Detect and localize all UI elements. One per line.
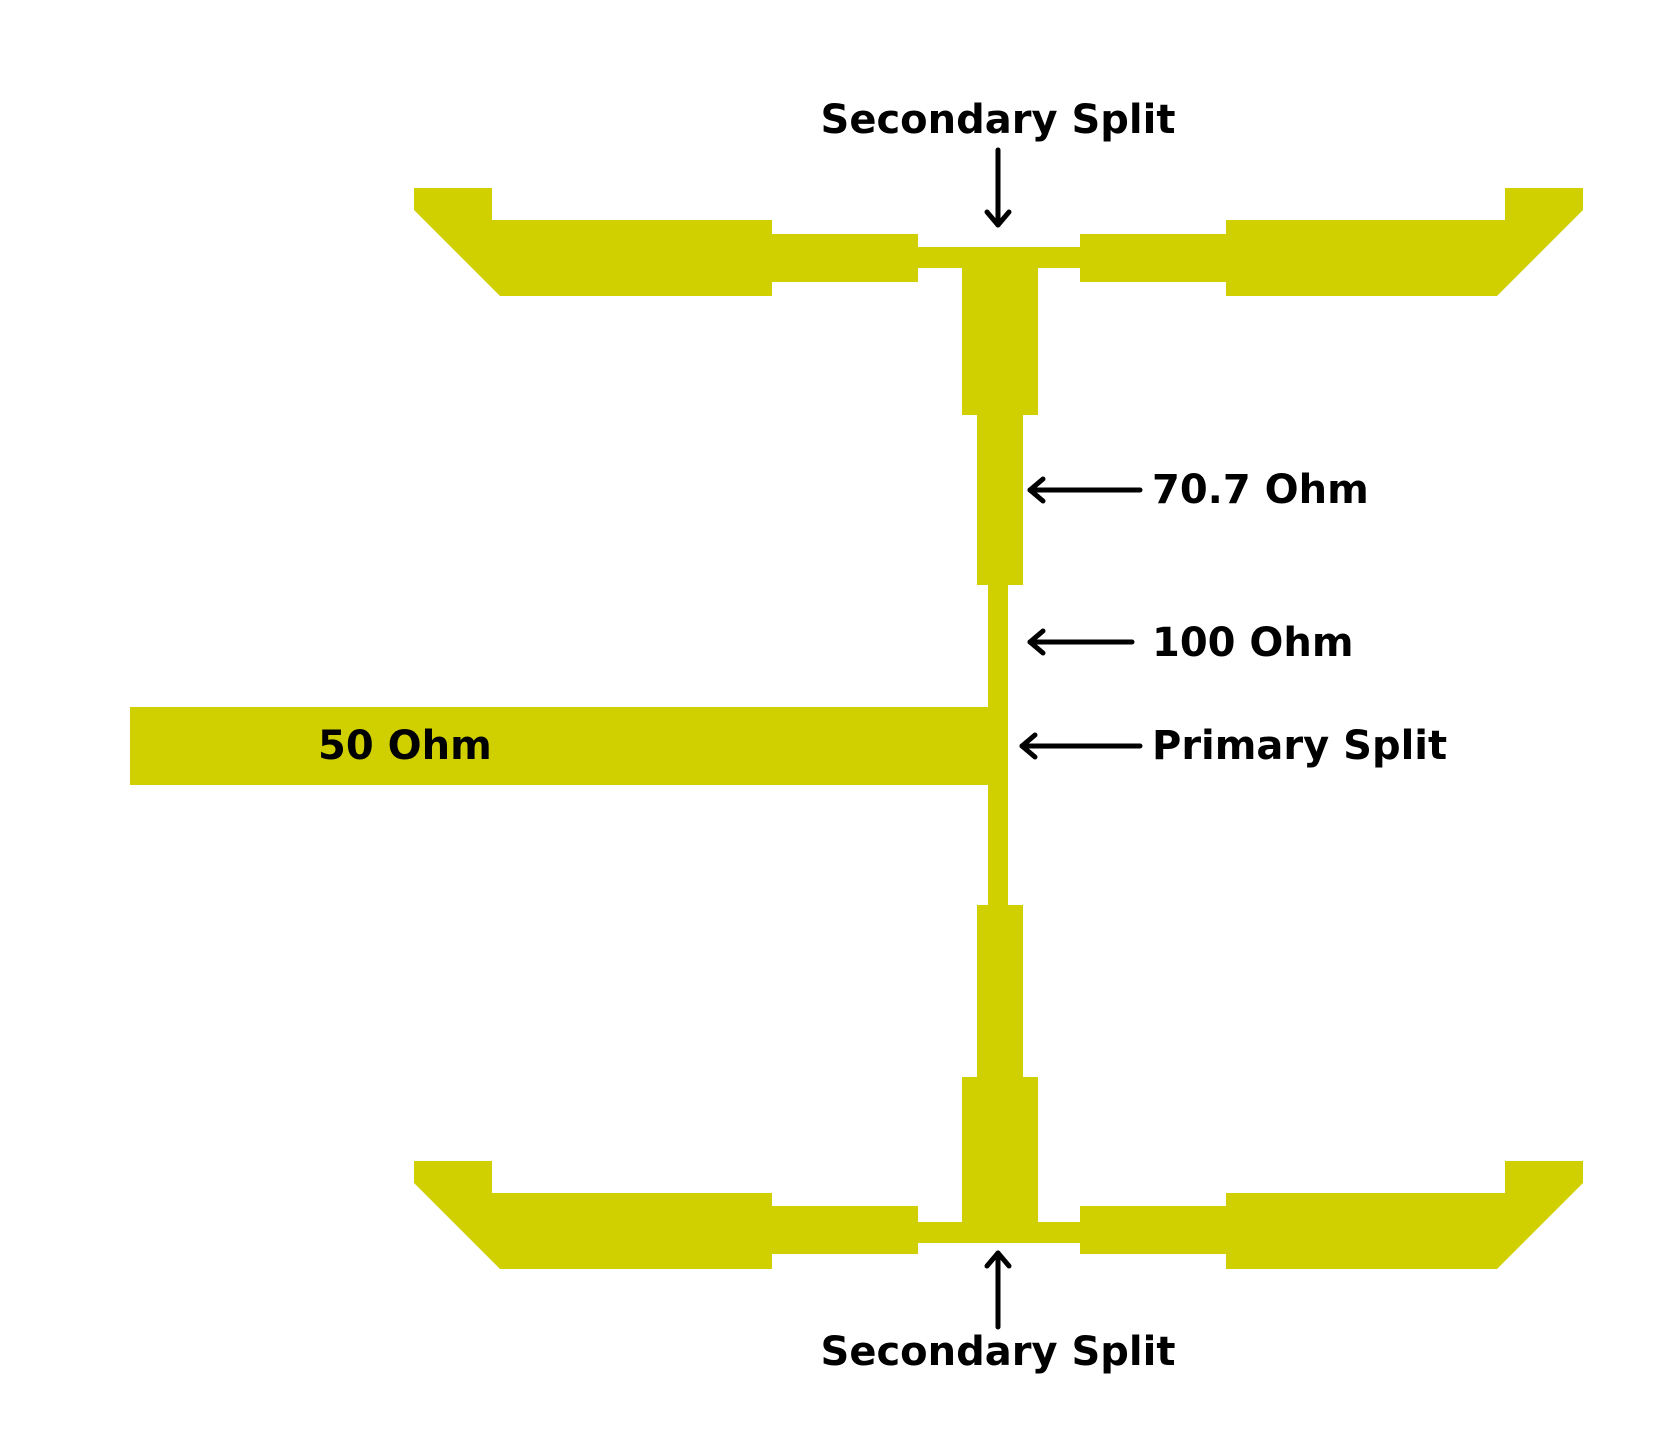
bottom-junction-line (918, 1222, 1080, 1243)
top-right-patch (1226, 188, 1583, 296)
arrow-left-icon-primary (1019, 732, 1143, 760)
top-left-arm-narrow (772, 234, 918, 282)
bottom-left-patch (414, 1161, 772, 1269)
arrow-down-icon (984, 147, 1012, 228)
arrow-up-icon (984, 1250, 1012, 1330)
top-right-arm-narrow (1080, 234, 1226, 282)
arrow-left-icon-100 (1027, 628, 1135, 656)
stub-bottom (962, 1077, 1038, 1227)
line-70-7-ohm-bottom (977, 905, 1023, 1077)
annotation-arrows (984, 147, 1143, 1330)
label-70-7-ohm: 70.7 Ohm (1152, 467, 1369, 513)
stub-top (962, 263, 1038, 415)
label-secondary-split-top: Secondary Split (821, 97, 1176, 143)
top-left-patch (414, 188, 772, 296)
label-50-ohm: 50 Ohm (318, 723, 492, 769)
line-70-7-ohm-top (977, 413, 1023, 585)
top-junction-line (918, 247, 1080, 268)
microstrip-traces (130, 188, 1583, 1269)
label-primary-split: Primary Split (1152, 723, 1447, 769)
label-secondary-split-bottom: Secondary Split (821, 1329, 1176, 1375)
label-100-ohm: 100 Ohm (1152, 620, 1354, 666)
bottom-left-arm-narrow (772, 1206, 918, 1254)
arrow-left-icon-70-7 (1027, 476, 1143, 504)
line-100-ohm (988, 580, 1008, 910)
bottom-right-patch (1226, 1161, 1583, 1269)
bottom-right-arm-narrow (1080, 1206, 1226, 1254)
feed-line-50-ohm (130, 707, 1006, 785)
